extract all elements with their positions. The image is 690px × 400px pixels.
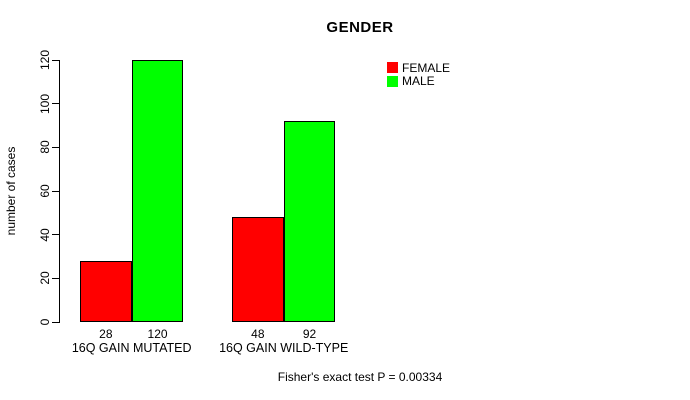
y-tick-mark: [52, 321, 59, 323]
legend-label: MALE: [402, 74, 435, 89]
y-tick-mark: [52, 146, 59, 148]
chart-title: GENDER: [326, 19, 394, 36]
legend: FEMALE MALE: [387, 61, 450, 88]
legend-swatch-male: [387, 75, 398, 87]
y-tick-mark: [52, 277, 59, 279]
y-tick-label: 0: [38, 318, 52, 326]
bar-value-label: 28: [99, 327, 113, 341]
y-tick-label: 60: [38, 184, 52, 198]
bar-value-label: 92: [302, 327, 317, 341]
y-tick-label: 120: [38, 49, 52, 71]
legend-item-male: MALE: [387, 74, 450, 89]
y-axis-label: number of cases: [4, 146, 18, 236]
y-tick-mark: [52, 59, 59, 61]
y-tick-label: 40: [38, 227, 52, 242]
y-tick-mark: [52, 190, 59, 192]
legend-swatch-female: [387, 62, 398, 74]
bar-female-group2: [232, 217, 284, 322]
legend-label: FEMALE: [402, 60, 451, 75]
y-tick-label: 20: [38, 271, 52, 286]
y-tick-mark: [52, 103, 59, 105]
y-tick-label: 100: [38, 93, 52, 114]
y-axis-line: [59, 60, 60, 323]
y-tick-mark: [52, 234, 59, 236]
y-tick-label: 80: [38, 140, 52, 155]
x-category-label: 16Q GAIN WILD-TYPE: [219, 341, 349, 355]
bar-value-label: 120: [147, 327, 168, 341]
annotation-text: Fisher's exact test P = 0.00334: [277, 370, 443, 384]
bar-female-group1: [80, 260, 132, 322]
bar-value-label: 48: [251, 327, 265, 341]
legend-item-female: FEMALE: [387, 61, 450, 75]
bar-male-group1: [131, 60, 184, 322]
bar-male-group2: [283, 121, 336, 322]
x-category-label: 16Q GAIN MUTATED: [71, 341, 192, 355]
